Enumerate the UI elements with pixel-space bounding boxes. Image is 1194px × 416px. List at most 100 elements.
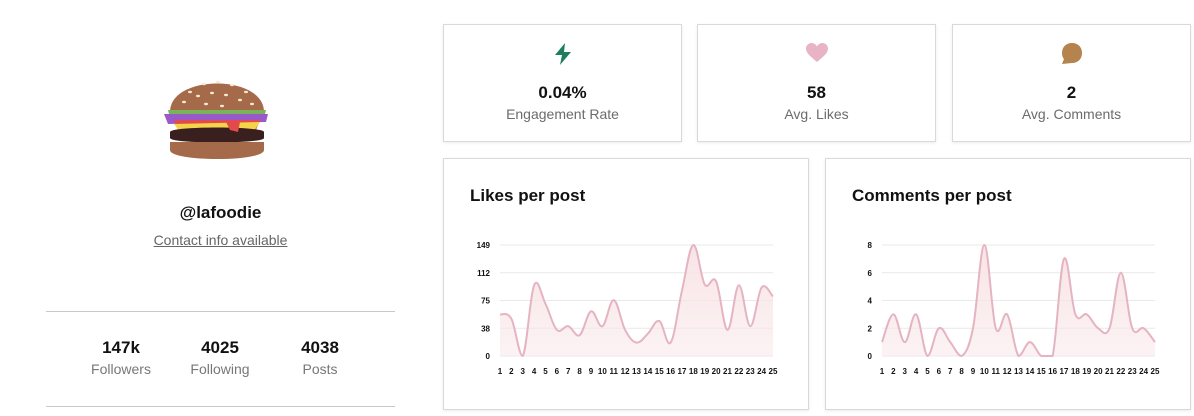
likes-data-point xyxy=(761,286,763,288)
likes-data-point xyxy=(670,342,672,344)
likes-x-tick: 1 xyxy=(498,367,503,376)
comments-data-point xyxy=(1074,313,1076,315)
likes-x-tick: 3 xyxy=(521,367,526,376)
comments-x-tick: 18 xyxy=(1071,367,1080,376)
stat-following-value: 4025 xyxy=(201,338,239,357)
stat-followers-value: 147k xyxy=(102,338,140,357)
comments-x-tick: 3 xyxy=(903,367,908,376)
likes-x-tick: 15 xyxy=(655,367,664,376)
comments-x-tick: 17 xyxy=(1060,367,1069,376)
burger-icon xyxy=(160,62,274,164)
likes-data-point xyxy=(613,299,615,301)
likes-data-point xyxy=(749,325,751,327)
engagement-rate-label: Engagement Rate xyxy=(506,106,619,122)
likes-data-point xyxy=(579,334,581,336)
avg-likes-card: 58 Avg. Likes xyxy=(697,24,936,142)
divider-bottom xyxy=(46,406,395,407)
engagement-rate-value: 0.04% xyxy=(538,83,587,102)
comments-data-point xyxy=(1120,272,1122,274)
avg-comments-value: 2 xyxy=(1066,83,1077,102)
comments-x-tick: 9 xyxy=(971,367,976,376)
likes-x-tick: 8 xyxy=(577,367,582,376)
likes-y-tick: 112 xyxy=(477,269,490,278)
likes-data-point xyxy=(727,329,729,331)
stat-followers: 147k Followers xyxy=(66,338,176,378)
comments-data-point xyxy=(1109,327,1111,329)
likes-data-point xyxy=(499,313,501,315)
likes-data-point xyxy=(704,283,706,285)
comments-x-tick: 5 xyxy=(925,367,930,376)
comments-x-tick: 19 xyxy=(1082,367,1091,376)
comments-x-tick: 7 xyxy=(948,367,953,376)
likes-data-point xyxy=(692,244,694,246)
likes-data-point xyxy=(601,325,603,327)
avg-likes-label: Avg. Likes xyxy=(784,106,849,122)
likes-x-tick: 6 xyxy=(555,367,560,376)
comments-data-point xyxy=(892,313,894,315)
comments-x-tick: 8 xyxy=(959,367,964,376)
likes-x-tick: 17 xyxy=(678,367,687,376)
comments-x-tick: 23 xyxy=(1128,367,1137,376)
comments-data-point xyxy=(983,244,985,246)
likes-y-tick: 75 xyxy=(481,297,490,306)
comments-data-point xyxy=(1154,341,1156,343)
comments-data-point xyxy=(1131,327,1133,329)
likes-x-tick: 13 xyxy=(632,367,641,376)
likes-data-point xyxy=(510,318,512,320)
likes-data-point xyxy=(545,303,547,305)
likes-x-tick: 10 xyxy=(598,367,607,376)
comments-y-tick: 4 xyxy=(868,297,873,306)
avg-comments-label: Avg. Comments xyxy=(1021,106,1122,122)
likes-x-tick: 18 xyxy=(689,367,698,376)
likes-data-point xyxy=(681,289,683,291)
comments-x-tick: 12 xyxy=(1003,367,1012,376)
comments-y-tick: 6 xyxy=(868,269,873,278)
comments-series-line xyxy=(881,243,1156,358)
likes-area xyxy=(500,244,773,356)
comments-data-point xyxy=(1052,355,1054,357)
likes-data-point xyxy=(658,320,660,322)
comments-y-tick: 8 xyxy=(868,241,873,250)
comments-x-tick: 1 xyxy=(880,367,885,376)
likes-data-point xyxy=(522,355,524,357)
comments-x-tick: 6 xyxy=(937,367,942,376)
comments-data-point xyxy=(1040,355,1042,357)
stat-followers-label: Followers xyxy=(91,361,151,377)
comments-chart-card: Comments per post 0 2 4 6 8 1 2 3 4 5 6 7 8 9 10 11 12 13… xyxy=(825,158,1191,410)
likes-y-tick: 38 xyxy=(481,324,490,333)
comments-data-point xyxy=(1086,313,1088,315)
contact-info: Contact info available xyxy=(46,232,395,248)
likes-x-tick: 23 xyxy=(746,367,755,376)
comments-data-point xyxy=(972,327,974,329)
comments-y-tick: 2 xyxy=(868,324,873,333)
comments-x-tick: 21 xyxy=(1105,367,1114,376)
stat-posts-value: 4038 xyxy=(301,338,339,357)
likes-data-point xyxy=(715,281,717,283)
stat-posts-label: Posts xyxy=(302,361,338,377)
comments-data-point xyxy=(1018,355,1020,357)
likes-x-tick: 14 xyxy=(643,367,652,376)
likes-x-tick: 5 xyxy=(543,367,548,376)
comments-x-tick: 16 xyxy=(1048,367,1057,376)
comments-chart-title: Comments per post xyxy=(852,186,1012,205)
likes-chart-card: Likes per post 0 38 75 112 149 1 2 3 4 5 6 7 8 9 10 11 1… xyxy=(443,158,809,410)
likes-data-point xyxy=(772,295,774,297)
stat-following-label: Following xyxy=(190,361,250,377)
comments-data-point xyxy=(1029,341,1031,343)
comments-y-tick: 0 xyxy=(868,352,873,361)
comments-x-tick: 10 xyxy=(980,367,989,376)
comments-x-tick: 20 xyxy=(1094,367,1103,376)
likes-data-point xyxy=(590,310,592,312)
avg-likes-value: 58 xyxy=(807,83,826,102)
likes-data-point xyxy=(533,284,535,286)
stat-following: 4025 Following xyxy=(165,338,275,378)
comments-data-point xyxy=(995,327,997,329)
stat-posts: 4038 Posts xyxy=(265,338,375,378)
contact-info-link[interactable]: Contact info available xyxy=(153,232,288,248)
likes-x-tick: 22 xyxy=(734,367,743,376)
likes-x-tick: 2 xyxy=(509,367,514,376)
likes-x-tick: 24 xyxy=(757,367,766,376)
likes-data-point xyxy=(636,342,638,344)
